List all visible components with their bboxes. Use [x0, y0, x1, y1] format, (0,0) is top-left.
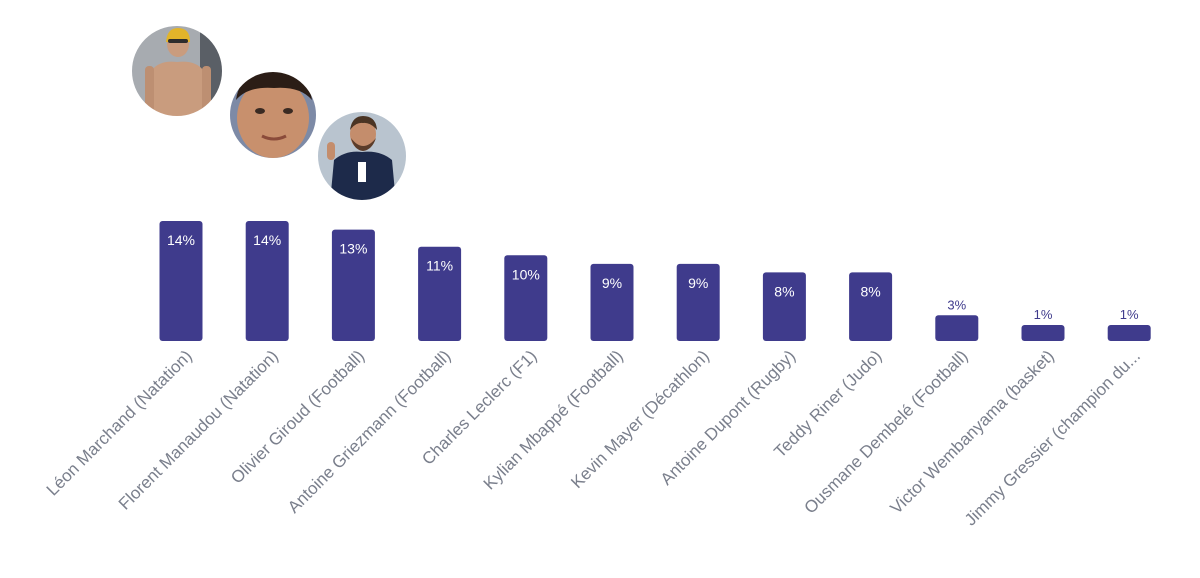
bar-value-label: 3%	[947, 297, 966, 312]
swimmer-arm-right	[202, 66, 211, 114]
portrait-face	[237, 78, 309, 158]
portrait-eye-left	[255, 108, 265, 114]
bar-value-label: 14%	[167, 232, 195, 248]
bar-value-label: 1%	[1034, 307, 1053, 322]
bar	[1021, 325, 1065, 341]
bar	[1107, 325, 1151, 341]
swimmer-cap	[166, 28, 190, 42]
category-label: Antoine Griezmann (Football)	[284, 346, 454, 516]
bar-value-label: 14%	[253, 232, 281, 248]
bars-layer	[159, 221, 1151, 341]
photo-frame	[316, 110, 408, 202]
portrait-eye-right	[283, 108, 293, 114]
player-raised-hand	[327, 142, 335, 160]
category-label: Florent Manaudou (Natation)	[115, 346, 282, 513]
bar-value-label: 8%	[860, 283, 880, 299]
bar	[331, 229, 375, 341]
category-label: Kylian Mbappé (Football)	[480, 346, 627, 493]
category-label: Jimmy Gressier (champion du...	[961, 346, 1144, 529]
bar-value-label: 10%	[512, 266, 540, 282]
player-shirt-stripe	[358, 162, 366, 182]
photo-frame	[228, 70, 318, 160]
bar	[762, 272, 806, 341]
athlete-photos	[130, 24, 408, 202]
photo-olivier-giroud	[317, 111, 407, 201]
portrait-mouth	[261, 134, 287, 141]
photo-frame	[130, 24, 224, 118]
bar-value-label: 13%	[339, 241, 367, 257]
value-labels-layer: 14% 14% 13% 11% 10% 9% 9% 8% 8% 3% 1% 1%	[167, 232, 1139, 322]
bar	[676, 263, 720, 341]
bar	[504, 255, 548, 341]
player-beard	[351, 138, 376, 151]
swimmer-arm-left	[145, 66, 154, 114]
player-hair	[350, 116, 377, 130]
bar	[418, 246, 462, 341]
player-head	[350, 118, 376, 150]
category-label: Kevin Mayer (Décathlon)	[567, 346, 713, 492]
bar-value-label: 11%	[426, 258, 453, 274]
bar	[935, 315, 979, 341]
category-label: Léon Marchand (Natation)	[43, 346, 196, 499]
bar	[849, 272, 893, 341]
bar-value-label: 9%	[602, 275, 622, 291]
bar	[245, 221, 289, 341]
photo-florent-manaudou	[229, 71, 317, 159]
bar-value-label: 8%	[774, 283, 794, 299]
bar-value-label: 9%	[688, 275, 708, 291]
swimmer-torso	[150, 61, 206, 117]
bar	[590, 263, 634, 341]
bar-value-label: 1%	[1120, 307, 1139, 322]
category-labels-layer: Léon Marchand (Natation)Florent Manaudou…	[43, 346, 1144, 529]
portrait-hair	[236, 71, 312, 100]
bar	[159, 221, 203, 341]
swimmer-goggles	[168, 39, 188, 43]
category-label: Ousmane Dembelé (Football)	[801, 346, 972, 517]
category-label: Victor Wembanyama (basket)	[886, 346, 1057, 517]
